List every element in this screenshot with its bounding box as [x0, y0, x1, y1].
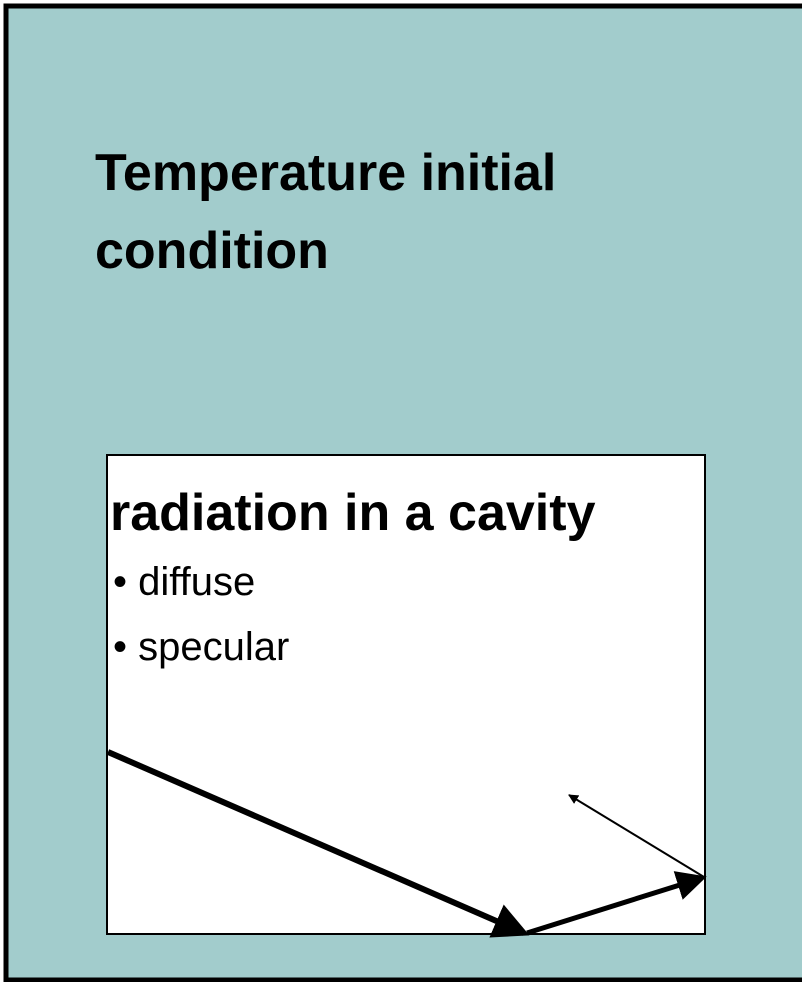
cavity-box: [106, 454, 706, 935]
title-text: condition: [95, 222, 329, 280]
reflected-ray: [526, 871, 707, 936]
incident-ray: [106, 749, 530, 938]
bullet-text: diffuse: [138, 560, 255, 604]
bullet: • specular: [113, 625, 289, 669]
specular-ray: [568, 794, 705, 878]
box-heading: radiation in a cavity: [110, 484, 596, 542]
bullet: • diffuse: [113, 560, 255, 604]
bullet-text: specular: [138, 625, 289, 669]
title-text: Temperature initial: [95, 144, 556, 202]
title-line: Temperature initial condition: [95, 144, 556, 280]
